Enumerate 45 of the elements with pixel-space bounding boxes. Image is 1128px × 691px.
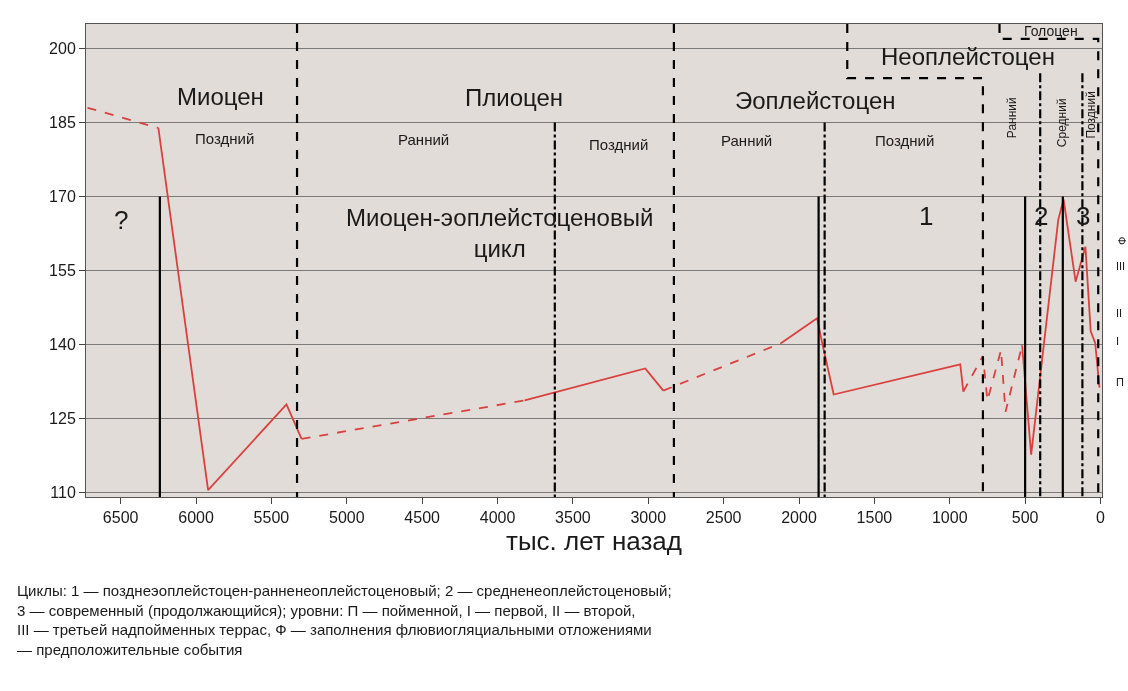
text: III xyxy=(1116,260,1126,272)
x-tick-label: 500 xyxy=(1011,509,1039,527)
x-tick-label: 1500 xyxy=(856,509,893,527)
annotation: ? xyxy=(114,205,129,235)
x-tick-label: 6500 xyxy=(102,509,139,527)
annotation: Ранний xyxy=(398,131,450,148)
y-tick-label: 185 xyxy=(49,114,76,132)
text: I xyxy=(1116,335,1120,347)
text: II xyxy=(1116,307,1123,319)
annotation: Поздний xyxy=(589,136,649,153)
y-tick-label: 140 xyxy=(49,335,76,353)
x-tick-label: 2500 xyxy=(705,509,742,527)
annotation: 3 xyxy=(1076,201,1091,231)
y-tick-label: 125 xyxy=(49,409,76,427)
y-tick-label: 110 xyxy=(50,483,76,501)
annotation: Плиоцен xyxy=(465,84,564,111)
y-tick-label: 200 xyxy=(49,40,76,58)
text: П xyxy=(1116,376,1124,388)
x-tick-label: 3500 xyxy=(555,509,591,527)
annotation: Ранний xyxy=(1004,97,1019,139)
x-tick-label: 5500 xyxy=(253,509,290,527)
y-tick-label: 155 xyxy=(49,261,76,279)
annotation: Голоцен xyxy=(1024,23,1078,39)
annotation: Поздний xyxy=(195,130,255,147)
x-axis-title: тыс. лет назад xyxy=(505,526,683,557)
x-tick-label: 4500 xyxy=(404,509,441,527)
x-tick-label: 4000 xyxy=(479,509,516,527)
x-tick-label: 0 xyxy=(1096,509,1106,527)
x-tick-label: 6000 xyxy=(178,509,214,527)
annotation: Неоплейстоцен xyxy=(881,43,1055,70)
x-tick-label: 3000 xyxy=(630,509,667,527)
annotation: Миоцен xyxy=(177,83,264,110)
annotation: Средний xyxy=(1055,98,1070,148)
text: Циклы: 1 — позднеэоплейстоцен-ранненеоплейстоценовый; 2 — средненеоплейстоценовый; 3 — современный (продолжающийся); уровни: П — пойменной, I — первой, II — второй, III — третьей надпойменных террас, Ф — заполнения флювиогляциальными отложениями — предположительные события xyxy=(17,582,672,658)
x-tick-label: 2000 xyxy=(781,509,817,527)
annotation: Поздний xyxy=(1084,91,1099,139)
x-tick-label: 5000 xyxy=(328,509,365,527)
annotation: Ранний xyxy=(721,132,773,149)
annotation: Поздний xyxy=(875,132,935,149)
y-tick-label: 170 xyxy=(49,188,76,206)
x-tick-label: 1000 xyxy=(931,509,968,527)
annotation: Миоцен-эоплейстоценовый цикл xyxy=(346,204,654,263)
annotation: Эоплейстоцен xyxy=(735,87,896,114)
annotation: 1 xyxy=(919,201,934,231)
text: Ф xyxy=(1116,236,1128,245)
